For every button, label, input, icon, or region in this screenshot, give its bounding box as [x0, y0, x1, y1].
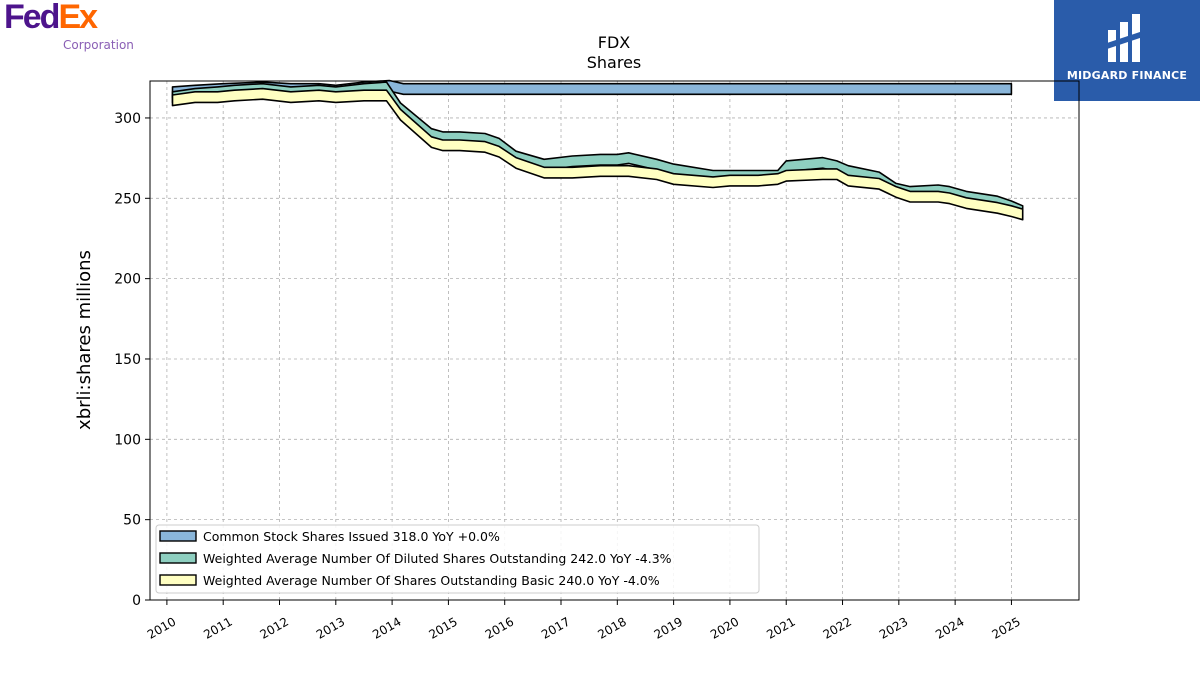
x-tick-label: 2014: [370, 614, 403, 641]
chart-title: FDX: [598, 33, 631, 52]
series-area-3: [171, 87, 1024, 221]
fedex-logo: FedEx Corporation: [4, 0, 144, 54]
x-tick-label: 2018: [595, 614, 628, 641]
legend-swatch-2: [159, 552, 197, 564]
legend-swatch-1: [159, 530, 197, 542]
legend-label-3: Weighted Average Number Of Shares Outsta…: [203, 573, 660, 588]
legend-label-1: Common Stock Shares Issued 318.0 YoY +0.…: [203, 529, 500, 544]
midgard-finance-logo: MIDGARD FINANCE: [1054, 0, 1200, 101]
y-axis-label: xbrli:shares millions: [74, 250, 95, 430]
x-axis-ticks: 2010 2011 2012 2013 2014 2015 2016 2017 2018 2019…: [145, 600, 1023, 642]
x-tick-label: 2010: [145, 614, 178, 641]
y-tick-label: 200: [114, 272, 141, 288]
fedex-ex: Ex: [58, 0, 98, 36]
legend-swatch-3: [159, 574, 197, 586]
x-tick-label: 2017: [539, 614, 572, 641]
y-tick-label: 0: [132, 593, 141, 609]
x-tick-label: 2020: [708, 614, 741, 641]
x-tick-label: 2025: [989, 614, 1022, 641]
x-tick-label: 2016: [483, 614, 516, 641]
plot-frame: [149, 80, 1080, 601]
x-tick-label: 2023: [877, 614, 910, 641]
x-tick-label: 2012: [258, 614, 291, 641]
legend-box: [155, 524, 760, 594]
y-tick-label: 50: [123, 513, 141, 529]
grid-lines: [150, 81, 1079, 601]
chart-subtitle: Shares: [587, 53, 642, 72]
midgard-finance-label: MIDGARD FINANCE: [1066, 69, 1188, 82]
midgard-emblem-icon: [1104, 14, 1146, 62]
series-areas: [171, 79, 1024, 221]
x-tick-label: 2019: [652, 614, 685, 641]
y-tick-label: 100: [114, 432, 141, 448]
x-tick-label: 2011: [201, 614, 234, 641]
y-tick-label: 250: [114, 191, 141, 207]
fedex-corporation-label: Corporation: [63, 38, 134, 52]
y-axis-ticks: 0 50 100 150 200 250 300: [114, 111, 150, 609]
x-tick-label: 2015: [426, 614, 459, 641]
y-tick-label: 150: [114, 352, 141, 368]
x-tick-label: 2024: [933, 614, 966, 641]
legend: Common Stock Shares Issued 318.0 YoY +0.…: [155, 524, 760, 594]
legend-label-2: Weighted Average Number Of Diluted Share…: [203, 551, 672, 566]
fedex-wordmark: FedEx: [4, 0, 98, 37]
x-tick-label: 2022: [821, 614, 854, 641]
y-tick-label: 300: [114, 111, 141, 127]
x-tick-label: 2013: [314, 614, 347, 641]
fedex-fed: Fed: [4, 0, 60, 36]
x-tick-label: 2021: [764, 614, 797, 641]
